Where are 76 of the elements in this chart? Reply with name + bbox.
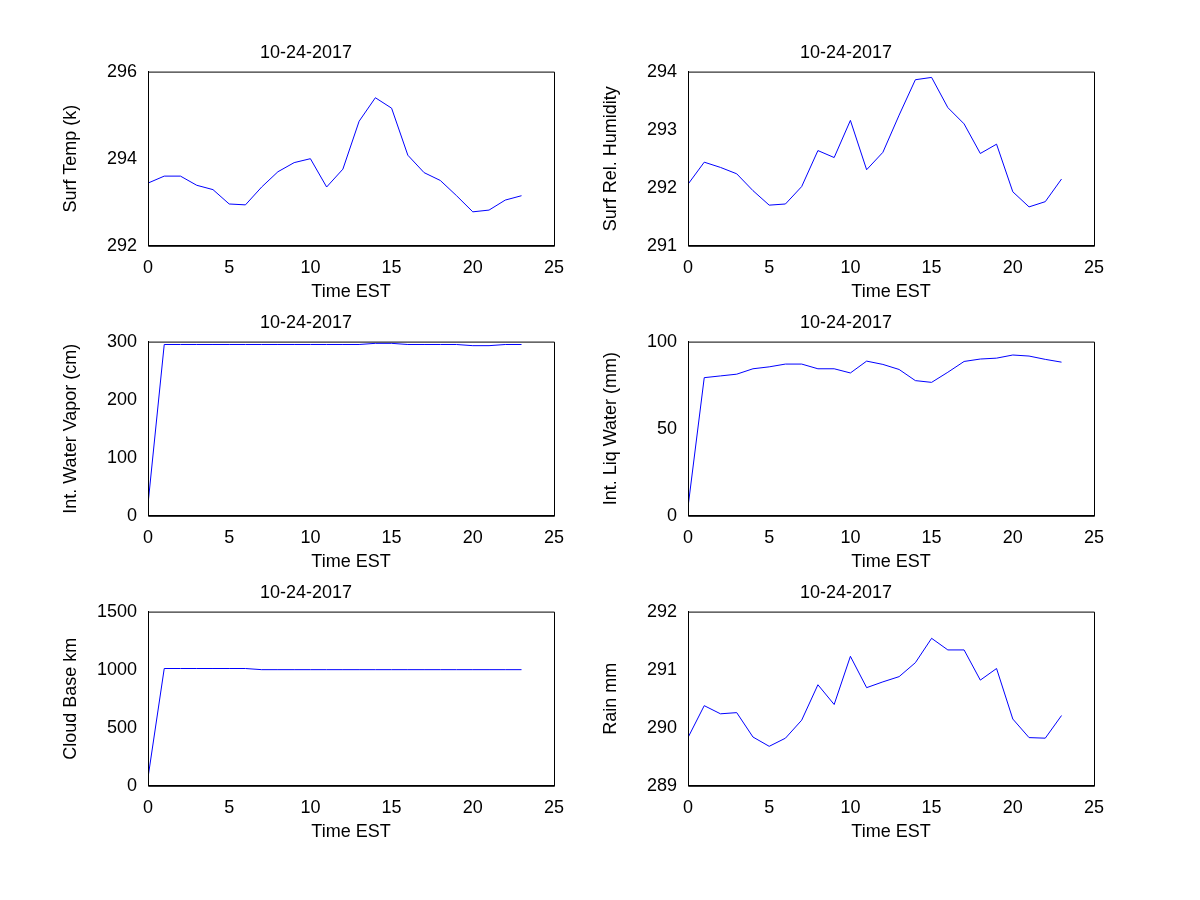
y-tick-label: 289 xyxy=(646,774,677,795)
y-axis-title: Cloud Base km xyxy=(59,637,80,760)
y-tick-label: 0 xyxy=(666,504,677,525)
x-tick-label: 10 xyxy=(840,256,861,277)
x-tick-label: 20 xyxy=(462,526,483,547)
x-axis-title: Time EST xyxy=(311,281,391,302)
x-tick-label: 20 xyxy=(1002,256,1023,277)
x-tick-label: 15 xyxy=(921,256,942,277)
x-tick-label: 25 xyxy=(1083,526,1105,547)
y-axis-title: Surf Rel. Humidity xyxy=(599,86,620,232)
x-tick-label: 0 xyxy=(682,256,694,277)
x-tick-label: 20 xyxy=(1002,526,1023,547)
x-tick-label: 15 xyxy=(921,796,942,817)
x-tick-label: 20 xyxy=(462,256,483,277)
x-tick-label: 10 xyxy=(840,796,861,817)
x-tick-label: 0 xyxy=(142,256,154,277)
y-axis-title: Rain mm xyxy=(599,662,620,735)
x-tick-label: 0 xyxy=(682,526,694,547)
y-tick-label: 294 xyxy=(106,147,137,168)
x-tick-label: 5 xyxy=(224,256,235,277)
chart-title: 10-24-2017 xyxy=(799,41,893,62)
x-tick-label: 5 xyxy=(224,796,235,817)
x-tick-label: 10 xyxy=(300,256,321,277)
x-tick-label: 5 xyxy=(764,526,775,547)
x-tick-label: 0 xyxy=(142,526,154,547)
x-axis-title: Time EST xyxy=(851,821,931,842)
y-tick-label: 100 xyxy=(646,330,677,351)
y-axis-title: Int. Water Vapor (cm) xyxy=(59,343,80,514)
x-axis-title: Time EST xyxy=(311,821,391,842)
x-tick-label: 5 xyxy=(764,796,775,817)
y-tick-label: 50 xyxy=(656,417,677,438)
y-tick-label: 0 xyxy=(126,504,137,525)
y-tick-label: 290 xyxy=(646,716,677,737)
x-axis-title: Time EST xyxy=(851,281,931,302)
x-tick-label: 5 xyxy=(764,256,775,277)
x-tick-label: 0 xyxy=(682,796,694,817)
x-tick-label: 20 xyxy=(462,796,483,817)
y-tick-label: 1500 xyxy=(96,600,137,621)
x-tick-label: 25 xyxy=(543,526,565,547)
x-tick-label: 10 xyxy=(300,526,321,547)
y-tick-label: 296 xyxy=(106,60,137,81)
x-tick-label: 25 xyxy=(543,256,565,277)
x-tick-label: 25 xyxy=(1083,796,1105,817)
y-tick-label: 294 xyxy=(646,60,677,81)
chart-title: 10-24-2017 xyxy=(259,311,353,332)
chart-title: 10-24-2017 xyxy=(259,581,353,602)
y-tick-label: 100 xyxy=(106,446,137,467)
x-tick-label: 10 xyxy=(300,796,321,817)
x-axis-title: Time EST xyxy=(851,551,931,572)
y-tick-label: 292 xyxy=(106,234,137,255)
x-tick-label: 15 xyxy=(381,256,402,277)
y-axis-title: Surf Temp (k) xyxy=(59,104,80,213)
y-tick-label: 292 xyxy=(646,600,677,621)
chart-title: 10-24-2017 xyxy=(799,311,893,332)
y-tick-label: 0 xyxy=(126,774,137,795)
x-axis-title: Time EST xyxy=(311,551,391,572)
x-tick-label: 20 xyxy=(1002,796,1023,817)
y-tick-label: 200 xyxy=(106,388,137,409)
chart-title: 10-24-2017 xyxy=(259,41,353,62)
x-tick-label: 25 xyxy=(543,796,565,817)
y-tick-label: 293 xyxy=(646,118,677,139)
x-tick-label: 15 xyxy=(381,526,402,547)
x-tick-label: 5 xyxy=(224,526,235,547)
x-tick-label: 15 xyxy=(381,796,402,817)
y-axis-title: Int. Liq Water (mm) xyxy=(599,352,620,506)
x-tick-label: 25 xyxy=(1083,256,1105,277)
y-tick-label: 291 xyxy=(646,234,677,255)
y-tick-label: 292 xyxy=(646,176,677,197)
x-tick-label: 15 xyxy=(921,526,942,547)
y-tick-label: 1000 xyxy=(96,658,137,679)
y-tick-label: 300 xyxy=(106,330,137,351)
x-tick-label: 10 xyxy=(840,526,861,547)
y-tick-label: 500 xyxy=(106,716,137,737)
y-tick-label: 291 xyxy=(646,658,677,679)
x-tick-label: 0 xyxy=(142,796,154,817)
chart-title: 10-24-2017 xyxy=(799,581,893,602)
